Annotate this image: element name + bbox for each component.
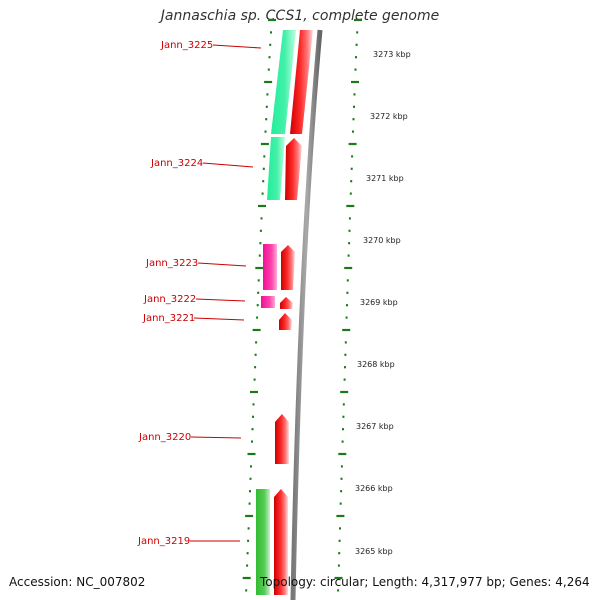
svg-text:Jann_3219: Jann_3219 xyxy=(137,536,190,547)
feature-band-jann3223[interactable] xyxy=(263,244,277,290)
cds-arrow-jann3221[interactable] xyxy=(279,313,292,330)
gene-label-jann3223[interactable]: Jann_3223 xyxy=(145,258,247,269)
cds-arrow-jann3223[interactable] xyxy=(281,245,295,290)
gene-label-jann3225[interactable]: Jann_3225 xyxy=(160,40,262,51)
kbp-label-3271: 3271 kbp xyxy=(366,174,404,183)
gene-label-jann3220[interactable]: Jann_3220 xyxy=(138,432,242,443)
cds-arrow-jann3220[interactable] xyxy=(275,414,289,464)
cds-arrow-jann3222[interactable] xyxy=(280,297,293,309)
svg-text:Jann_3220: Jann_3220 xyxy=(138,432,191,443)
inner-tick-track xyxy=(334,18,362,592)
gene-label-jann3224[interactable]: Jann_3224 xyxy=(150,158,254,169)
topology-text: Topology: circular; Length: 4,317,977 bp… xyxy=(260,575,590,589)
feature-band-jann3222[interactable] xyxy=(261,296,275,308)
svg-text:Jann_3223: Jann_3223 xyxy=(145,258,198,269)
svg-text:Jann_3225: Jann_3225 xyxy=(160,40,213,51)
genome-title: Jannaschia sp. CCS1, complete genome xyxy=(160,8,440,24)
accession-text: Accession: NC_007802 xyxy=(9,575,146,589)
feature-band-jann3219[interactable] xyxy=(256,489,270,595)
cds-arrow-jann3225[interactable] xyxy=(290,30,313,134)
kbp-label-3265: 3265 kbp xyxy=(355,547,393,556)
kbp-label-3272: 3272 kbp xyxy=(370,112,408,121)
svg-text:Jann_3224: Jann_3224 xyxy=(150,158,203,169)
cds-arrow-jann3224[interactable] xyxy=(285,138,302,200)
kbp-label-3273: 3273 kbp xyxy=(373,50,411,59)
cds-arrow-jann3219[interactable] xyxy=(274,489,288,595)
gene-label-jann3219[interactable]: Jann_3219 xyxy=(137,536,240,547)
kbp-label-3267: 3267 kbp xyxy=(356,422,394,431)
svg-text:Jann_3221: Jann_3221 xyxy=(142,313,195,324)
feature-band-jann3225[interactable] xyxy=(271,30,296,134)
kbp-label-3270: 3270 kbp xyxy=(363,236,401,245)
gene-label-jann3222[interactable]: Jann_3222 xyxy=(143,294,246,305)
feature-band-jann3224[interactable] xyxy=(267,137,285,200)
outer-tick-track xyxy=(242,18,276,592)
genome-backbone xyxy=(290,29,323,600)
kbp-label-3269: 3269 kbp xyxy=(360,298,398,307)
kbp-label-3268: 3268 kbp xyxy=(357,360,395,369)
kbp-label-3266: 3266 kbp xyxy=(355,484,393,493)
svg-text:Jann_3222: Jann_3222 xyxy=(143,294,196,305)
gene-label-jann3221[interactable]: Jann_3221 xyxy=(142,313,245,324)
